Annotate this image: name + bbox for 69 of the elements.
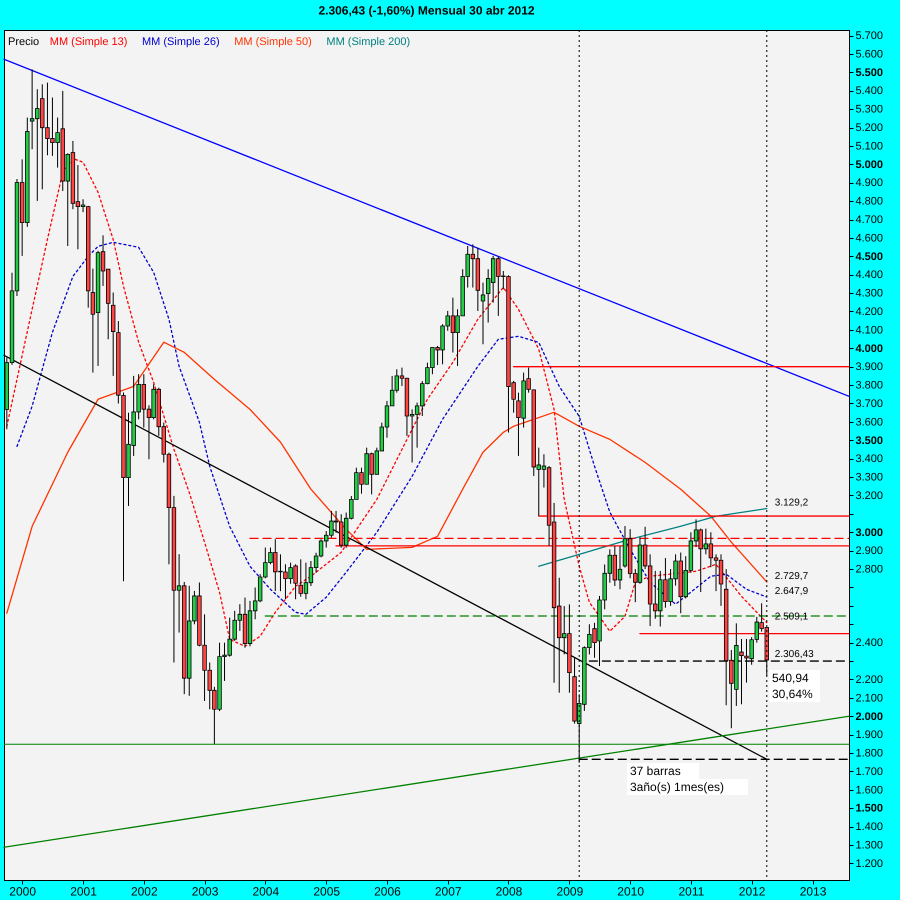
y-tick-label: 2.100 — [856, 692, 884, 704]
x-tick-label: 2005 — [313, 884, 340, 898]
y-tick-label: 5.500 — [856, 66, 884, 79]
y-tick-label: 4.200 — [856, 306, 884, 318]
y-tick-label: 5.200 — [856, 122, 884, 134]
y-tick-label: 4.700 — [856, 214, 884, 226]
y-tick-label: 4.500 — [856, 250, 884, 263]
x-tick-label: 2002 — [130, 884, 158, 898]
y-tick-label: 3.200 — [856, 490, 884, 502]
y-tick-label: 5.100 — [856, 140, 884, 152]
annotation: 3año(s) 1mes(es) — [630, 780, 724, 794]
x-tick-label: 2011 — [678, 884, 705, 898]
y-tick-label: 4.900 — [856, 177, 884, 190]
x-tick-label: 2000 — [9, 884, 36, 898]
annotation: 540,94 — [772, 671, 810, 685]
y-tick-label: 1.800 — [856, 748, 884, 760]
text: MM (Simple 200) — [326, 36, 410, 48]
annotation: 30,64% — [772, 687, 814, 701]
annotation: 2.647,9 — [774, 586, 809, 598]
annotation: 3.129,2 — [774, 498, 809, 509]
y-tick-label: 1.600 — [856, 784, 884, 796]
y-tick-label: 2.400 — [856, 637, 884, 650]
y-tick-label: 5.400 — [856, 85, 884, 98]
y-tick-label: 5.600 — [856, 48, 884, 60]
y-tick-label: 5.700 — [856, 30, 884, 42]
y-tick-label: 2.900 — [856, 545, 884, 558]
text: MM (Simple 26) — [142, 36, 220, 48]
y-tick-label: 4.100 — [856, 324, 884, 336]
text: MM (Simple 50) — [234, 36, 312, 48]
y-tick-label: 4.800 — [856, 196, 884, 208]
y-tick-label: 1.500 — [856, 802, 884, 815]
y-tick-label: 1.900 — [856, 729, 884, 742]
y-tick-label: 4.000 — [856, 342, 884, 355]
x-tick-label: 2013 — [800, 884, 827, 898]
y-tick-label: 3.800 — [856, 380, 884, 392]
y-tick-label: 4.400 — [856, 269, 884, 282]
x-tick-label: 2010 — [617, 884, 644, 898]
x-tick-label: 2012 — [738, 884, 766, 898]
y-tick-label: 3.600 — [856, 416, 884, 428]
x-tick-label: 2008 — [496, 884, 523, 898]
y-tick-label: 3.300 — [856, 472, 884, 484]
x-tick-label: 2001 — [70, 884, 98, 898]
chart-title: 2.306,43 (-1,60%) Mensual 30 abr 2012 — [318, 4, 535, 18]
text: Precio — [8, 36, 40, 48]
annotation: 2.729,7 — [774, 570, 809, 582]
x-tick-label: 2003 — [192, 884, 219, 898]
y-tick-label: 1.200 — [856, 858, 884, 870]
x-tick-label: 2006 — [374, 884, 402, 898]
y-tick-label: 1.300 — [856, 840, 884, 852]
annotation: 2.306,43 — [774, 648, 814, 660]
text: MM (Simple 13) — [50, 36, 128, 48]
y-tick-label: 3.000 — [856, 526, 884, 539]
y-tick-label: 2.800 — [856, 564, 884, 576]
y-tick-label: 3.500 — [856, 434, 884, 447]
annotation: 37 barras — [630, 764, 681, 778]
y-tick-label: 1.700 — [856, 766, 884, 778]
y-tick-label: 3.900 — [856, 361, 884, 374]
y-tick-label: 2.000 — [856, 710, 884, 723]
y-tick-label: 4.300 — [856, 288, 884, 300]
x-tick-label: 2009 — [556, 884, 584, 898]
x-tick-label: 2004 — [252, 884, 280, 898]
y-tick-label: 4.600 — [856, 232, 884, 244]
y-tick-label: 1.400 — [856, 821, 884, 834]
y-tick-label: 5.000 — [856, 158, 884, 171]
y-tick-label: 3.400 — [856, 453, 884, 466]
y-tick-label: 5.300 — [856, 104, 884, 116]
y-tick-label: 3.700 — [856, 398, 884, 410]
x-tick-label: 2007 — [434, 884, 462, 898]
y-tick-label: 2.200 — [856, 674, 884, 686]
